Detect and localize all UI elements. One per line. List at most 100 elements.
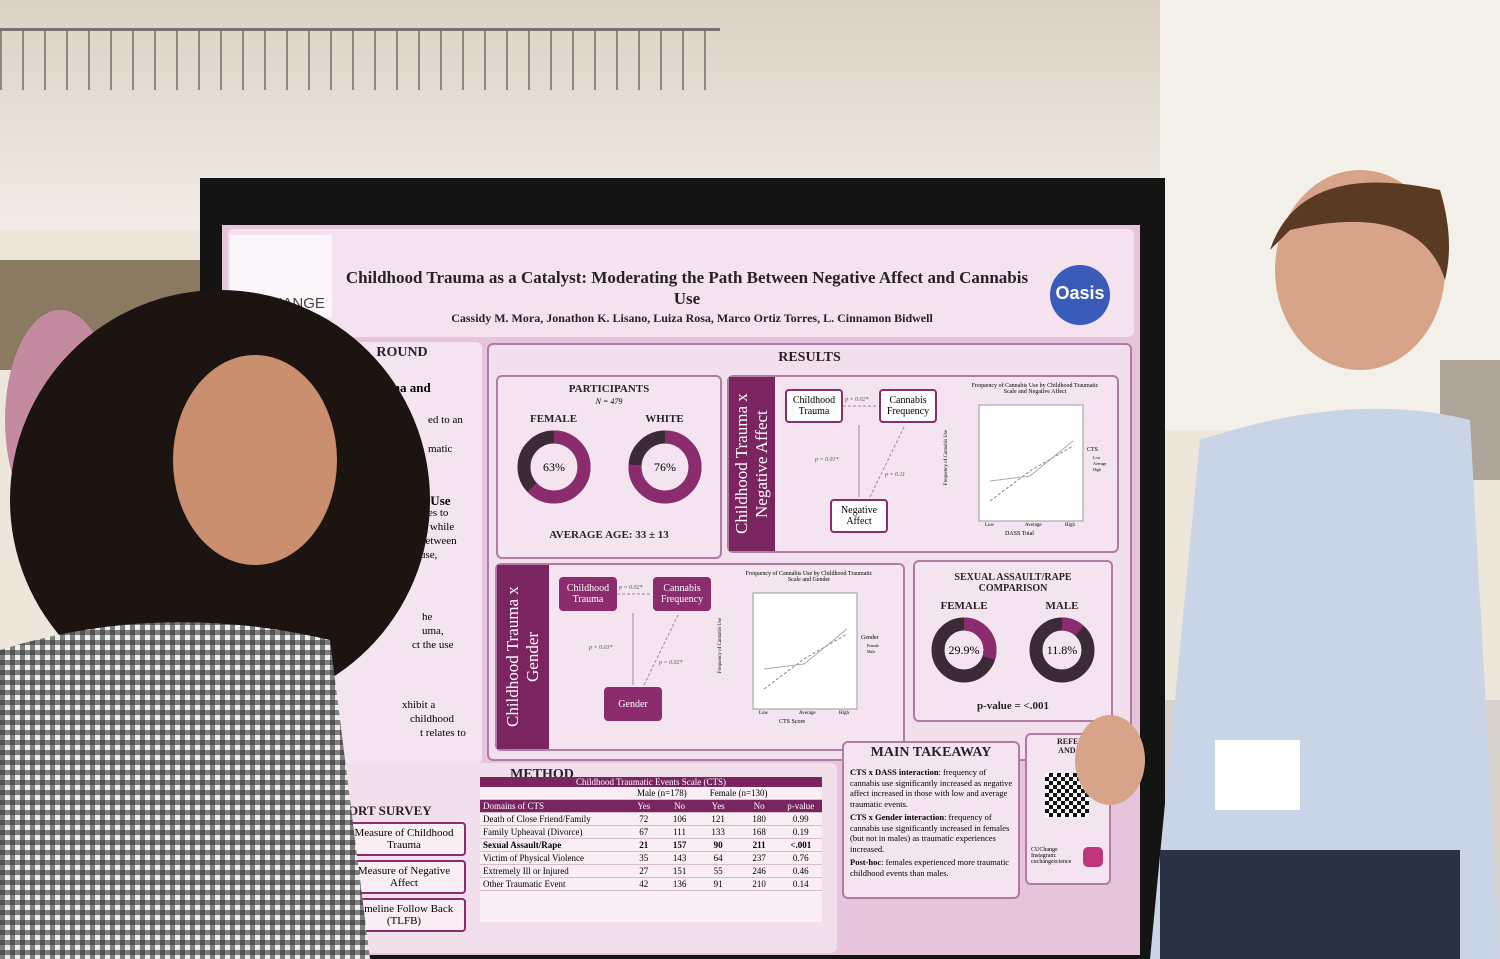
- plot-x-tick: Low: [985, 523, 995, 528]
- donut-label: WHITE: [645, 413, 684, 425]
- plot-line: [763, 628, 848, 670]
- background-text: ct the use: [412, 639, 454, 651]
- title: Childhood Trauma as a Catalyst: Moderati…: [345, 268, 1029, 308]
- path-p: p = 0.01*: [815, 457, 839, 463]
- bullet-lead: CTS x Gender interaction: [850, 812, 945, 822]
- table-header: p-value: [779, 799, 822, 813]
- balcony: [0, 28, 720, 90]
- plot-x-tick: High: [839, 711, 849, 716]
- man-hand: [1075, 715, 1145, 805]
- bullet-lead: CTS x DASS interaction: [850, 767, 939, 777]
- donut: 76%: [628, 430, 701, 504]
- path-p: p = 0.02*: [619, 585, 643, 591]
- table-row: Extremely Ill or Injured 27 151 55 246 0.46: [480, 864, 822, 878]
- table-cell: 157: [661, 838, 698, 852]
- table-row: Other Traumatic Event 42 136 91 210 0.14: [480, 877, 822, 891]
- man-shirt: [1150, 408, 1500, 959]
- background-heading: ROUND: [376, 345, 428, 360]
- legend-entry: Low: [1093, 455, 1101, 460]
- participants-title: PARTICIPANTS: [568, 383, 650, 395]
- table-cell: Sexual Assault/Rape: [480, 838, 627, 852]
- arrow: [643, 612, 680, 686]
- donut-label: MALE: [1045, 600, 1079, 612]
- donut-value: 29.9%: [949, 643, 980, 657]
- table-cell: Victim of Physical Violence: [480, 851, 627, 865]
- bullet: CTS x Gender interaction: frequency of c…: [850, 812, 1014, 854]
- legend-entry: High: [1093, 467, 1101, 472]
- table-cell: 35: [626, 851, 662, 865]
- donut-group: FEMALE 29.9% MALE 11.8%: [915, 600, 1111, 696]
- table-cell: 42: [626, 877, 662, 891]
- plot-x-label: CTS Score: [779, 719, 806, 725]
- survey-heading: PORT SURVEY: [340, 803, 432, 818]
- authors: Cassidy M. Mora, Jonathon K. Lisano, Lui…: [451, 311, 933, 325]
- plot-area: [752, 592, 858, 710]
- bullet-lead: Post-hoc: [850, 857, 882, 867]
- donut: 11.8%: [1029, 617, 1095, 683]
- background-text: between: [420, 535, 457, 547]
- plot-area: [978, 404, 1084, 522]
- table-cell: 168: [738, 825, 780, 839]
- table-cell: 21: [626, 838, 662, 852]
- table-cell: 90: [697, 838, 739, 852]
- table-cell: 143: [661, 851, 698, 865]
- takeaway-heading: MAIN TAKEAWAY: [870, 745, 992, 760]
- table-cell: Extremely Ill or Injured: [480, 864, 627, 878]
- table: Male (n=178) Female (n=130) Domains of CTS…: [480, 787, 822, 891]
- path-node: Gender: [604, 687, 662, 721]
- donut-value: 63%: [543, 460, 565, 474]
- path-node: Negative Affect: [830, 499, 888, 533]
- background-text: uma,: [422, 625, 444, 637]
- background-text: use,: [420, 549, 438, 561]
- table-cell: 237: [738, 851, 780, 865]
- table-row: Family Upheaval (Divorce) 67 111 133 168 0.19: [480, 825, 822, 839]
- plot-line: [989, 445, 1074, 502]
- plot-x-tick: Average: [799, 711, 816, 716]
- background-text: matic: [428, 443, 453, 455]
- table-cell: 0.19: [779, 825, 822, 839]
- participants-n: N = 479: [595, 397, 623, 406]
- takeaway-box: MAIN TAKEAWAY CTS x DASS interaction: fr…: [842, 741, 1020, 899]
- plot: [752, 592, 858, 710]
- table-row: Death of Close Friend/Family 72 106 121 180 0…: [480, 812, 822, 826]
- table-cell: 133: [697, 825, 739, 839]
- table-cell: 91: [697, 877, 739, 891]
- path-arrows: [843, 405, 906, 498]
- table-cell: 72: [626, 812, 662, 826]
- man-hair: [1270, 182, 1449, 280]
- path-node: Cannabis Frequency: [653, 577, 711, 611]
- bullet: Post-hoc: females experienced more traum…: [850, 857, 1014, 878]
- table-cell: 151: [661, 864, 698, 878]
- table-row: Victim of Physical Violence 35 143 64 237 0.7…: [480, 851, 822, 865]
- path-p: p = 0.02*: [845, 397, 869, 403]
- table-cell: 246: [738, 864, 780, 878]
- model-box: Childhood Trauma x Gender Childhood Traum…: [495, 563, 905, 751]
- table-cell: Death of Close Friend/Family: [480, 812, 627, 826]
- table-header-row: Domains of CTS Yes No Yes No p-value: [480, 799, 822, 813]
- donut-value: 11.8%: [1047, 643, 1078, 657]
- table-cell: 0.76: [779, 851, 822, 865]
- participants-box: PARTICIPANTS N = 479 FEMALE 63% WHITE 76% A…: [496, 375, 722, 559]
- table-cell: 0.14: [779, 877, 822, 891]
- background-text: childhood: [410, 713, 454, 725]
- legend-entry: Average: [1093, 461, 1107, 466]
- table-cell: 67: [626, 825, 662, 839]
- table-cell: 180: [738, 812, 780, 826]
- plot-x-tick: Low: [759, 711, 769, 716]
- table-cell: 210: [738, 877, 780, 891]
- background-text: t relates to: [420, 727, 466, 739]
- table-group: Male (n=178): [626, 787, 698, 800]
- donut-group: FEMALE 63% WHITE 76%: [498, 413, 720, 523]
- plot-x-tick: High: [1065, 523, 1075, 528]
- table-cell: 136: [661, 877, 698, 891]
- table-cell: 0.99: [779, 812, 822, 826]
- instagram-icon: [1083, 847, 1103, 867]
- partner-logo: [1050, 265, 1110, 325]
- woman-top: [0, 622, 370, 959]
- table-cell: Family Upheaval (Divorce): [480, 825, 627, 839]
- path-node: Childhood Trauma: [785, 389, 843, 423]
- comparison-title: SEXUAL ASSAULT/RAPE COMPARISON: [954, 572, 1072, 594]
- table-cell: 106: [661, 812, 698, 826]
